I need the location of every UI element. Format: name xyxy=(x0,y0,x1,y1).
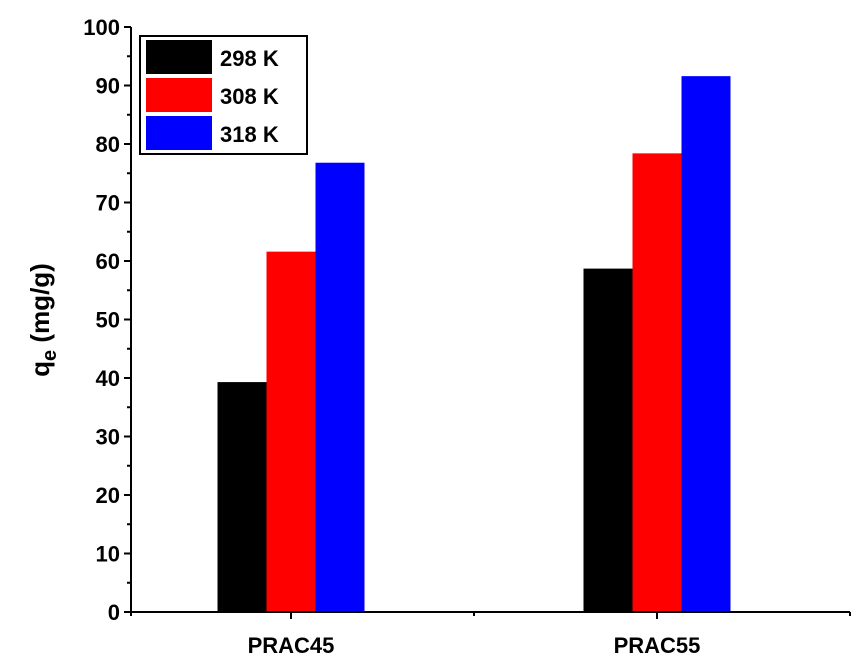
legend-label: 308 K xyxy=(220,84,279,109)
x-tick-label: PRAC45 xyxy=(248,633,335,658)
y-tick-label: 70 xyxy=(96,191,120,216)
y-tick-label: 0 xyxy=(108,600,120,625)
x-ticks-group: PRAC45 PRAC55 xyxy=(130,612,851,658)
bar-prac55-308k xyxy=(632,153,682,613)
legend: 298 K 308 K 318 K xyxy=(139,35,308,155)
y-tick-label: 50 xyxy=(96,308,120,333)
y-tick-label: 10 xyxy=(96,542,120,567)
y-tick-label: 40 xyxy=(96,366,120,391)
y-tick-label: 80 xyxy=(96,132,120,157)
x-tick-label: PRAC55 xyxy=(614,633,701,658)
bar-prac55-298k xyxy=(583,268,633,612)
legend-label: 318 K xyxy=(220,122,279,147)
y-axis-title-unit: (mg/g) xyxy=(25,263,55,350)
legend-label: 298 K xyxy=(220,46,279,71)
y-axis-title-subscript: e xyxy=(39,350,61,361)
y-axis-title-symbol: q xyxy=(25,361,55,377)
y-tick-label: 30 xyxy=(96,425,120,450)
y-tick-label: 60 xyxy=(96,249,120,274)
y-tick-label: 100 xyxy=(83,15,120,40)
bar-prac45-308k xyxy=(266,251,316,612)
y-ticks-group: 0 10 20 30 40 50 60 70 80 90 100 xyxy=(83,15,131,625)
legend-swatch xyxy=(146,116,212,150)
y-axis-title: qe (mg/g) xyxy=(25,263,61,377)
legend-swatch xyxy=(146,40,212,74)
bar-prac45-298k xyxy=(217,382,267,612)
bars-group xyxy=(217,76,731,613)
legend-swatch xyxy=(146,78,212,112)
bar-prac55-318k xyxy=(681,76,731,612)
bar-prac45-318k xyxy=(315,162,365,612)
y-tick-label: 90 xyxy=(96,74,120,99)
y-tick-label: 20 xyxy=(96,483,120,508)
